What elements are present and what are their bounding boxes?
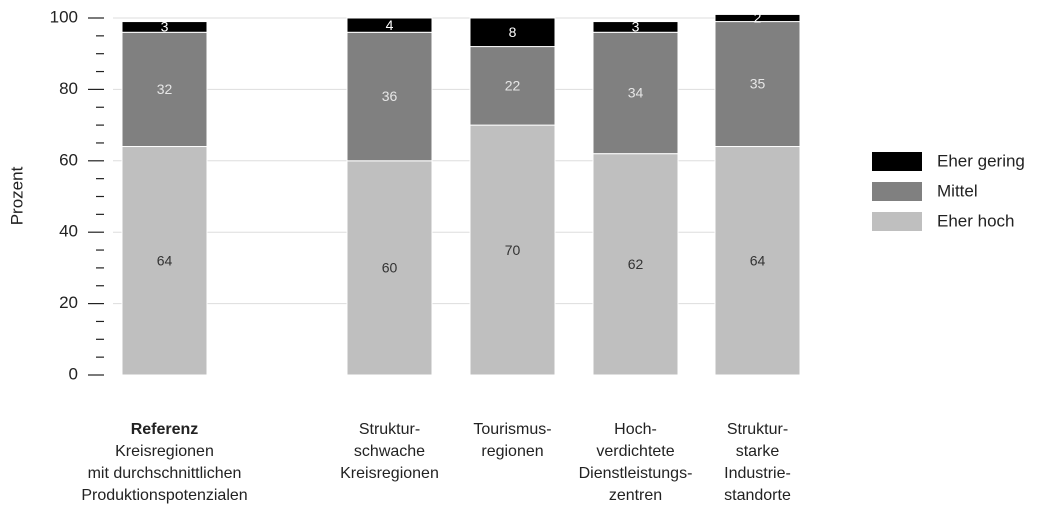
data-label: 60	[382, 260, 398, 276]
data-label: 22	[505, 78, 521, 94]
data-label: 4	[386, 17, 394, 33]
x-tick-label: Dienstleistungs-	[579, 465, 693, 482]
bar-segment	[592, 21, 679, 33]
bar-segment	[121, 146, 208, 376]
bar-segment	[714, 146, 801, 376]
y-tick-label: 100	[50, 7, 78, 26]
y-tick-label: 80	[59, 79, 78, 98]
bar-segment	[469, 124, 556, 376]
bar-segment	[469, 17, 556, 48]
data-label: 2	[754, 10, 762, 26]
x-tick-label: Hoch-	[614, 421, 657, 438]
legend-swatch	[872, 182, 922, 201]
x-tick-label: Kreisregionen	[115, 443, 214, 460]
x-tick-label: Referenz	[131, 421, 199, 438]
bar-segment	[592, 153, 679, 376]
data-label: 34	[628, 85, 644, 101]
data-label: 3	[161, 19, 169, 35]
bar-segment	[592, 31, 679, 155]
x-tick-label: Struktur-	[359, 421, 420, 438]
x-tick-label: regionen	[481, 443, 543, 460]
x-tick-label: Struktur-	[727, 421, 788, 438]
data-label: 35	[750, 76, 766, 92]
x-tick-label: zentren	[609, 487, 662, 504]
bar-segment	[121, 21, 208, 33]
bar-segment	[346, 31, 433, 162]
x-tick-label: mit durchschnittlichen	[88, 465, 242, 482]
y-tick-label: 40	[59, 222, 78, 241]
x-tick-label: verdichtete	[596, 443, 674, 460]
y-axis-label: Prozent	[7, 166, 26, 225]
bar-segment	[346, 17, 433, 33]
bar-segment	[714, 21, 801, 148]
data-label: 64	[157, 252, 173, 268]
legend-label: Eher gering	[937, 151, 1025, 170]
x-tick-label: starke	[736, 443, 780, 460]
legend-swatch	[872, 212, 922, 231]
legend-swatch	[872, 152, 922, 171]
x-tick-label: Tourismus-	[473, 421, 551, 438]
bar-segment	[714, 13, 801, 23]
x-tick-label: schwache	[354, 443, 425, 460]
data-label: 3	[632, 19, 640, 35]
data-label: 32	[157, 81, 173, 97]
data-label: 8	[509, 24, 517, 40]
legend-label: Eher hoch	[937, 211, 1015, 230]
x-tick-label: standorte	[724, 487, 791, 504]
legend-label: Mittel	[937, 181, 978, 200]
x-tick-label: Kreisregionen	[340, 465, 439, 482]
data-label: 70	[505, 242, 521, 258]
y-tick-label: 60	[59, 150, 78, 169]
x-tick-label: Industrie-	[724, 465, 791, 482]
y-tick-label: 20	[59, 293, 78, 312]
data-label: 64	[750, 252, 766, 268]
bar-segment	[346, 160, 433, 376]
y-tick-label: 0	[69, 364, 78, 383]
data-label: 62	[628, 256, 644, 272]
x-tick-label: Produktionspotenzialen	[81, 487, 247, 504]
bar-segment	[121, 31, 208, 148]
data-label: 36	[382, 88, 398, 104]
